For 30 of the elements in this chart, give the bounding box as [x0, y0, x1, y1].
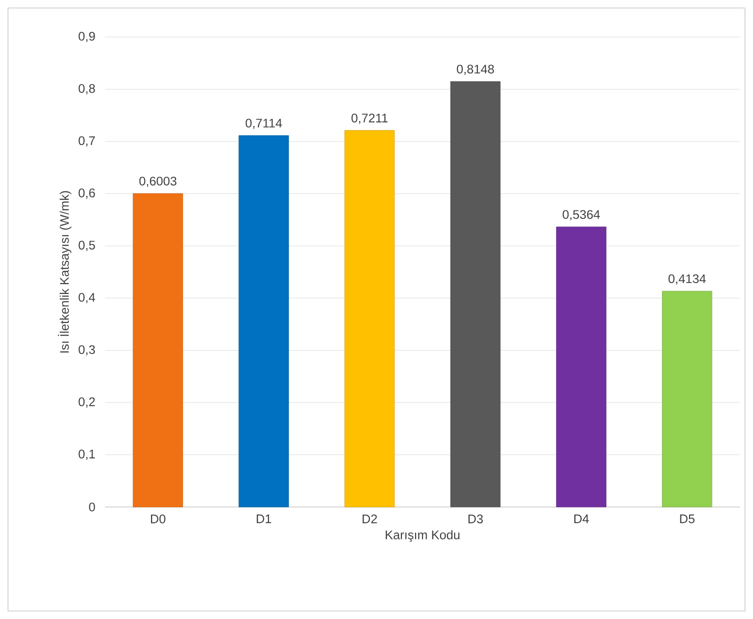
x-tick-label: D2 [362, 514, 377, 524]
y-tick-label: 0,5 [78, 240, 95, 252]
x-tick-label: D1 [256, 514, 272, 524]
x-tick-label: D4 [574, 514, 589, 524]
data-label: 0,4134 [668, 274, 706, 285]
y-tick-label: 0,8 [78, 84, 95, 94]
x-tick-label: D5 [680, 514, 695, 524]
y-tick-label: 0,4 [78, 292, 96, 304]
bar [132, 193, 183, 508]
y-tick-label: 0,3 [78, 345, 95, 356]
y-tick-label: 0,7 [78, 136, 95, 147]
data-label: 0,8148 [456, 64, 494, 75]
x-tick-label: D0 [150, 514, 166, 524]
bar [238, 135, 289, 508]
data-label: 0,7114 [246, 118, 282, 129]
x-tick-label: D3 [468, 514, 483, 524]
y-tick-label: 0 [89, 502, 95, 512]
bar [662, 290, 712, 508]
y-axis-title: Isı İletkenlik Katsayısı (W/mk) [58, 191, 72, 352]
x-axis-title: Karışım Kodu [386, 530, 460, 542]
bar [556, 226, 606, 508]
data-label: 0,6003 [139, 176, 176, 187]
data-label: 0,5364 [562, 210, 600, 220]
data-label: 0,7211 [351, 114, 388, 124]
y-tick-label: 0,6 [78, 188, 95, 199]
y-tick-label: 0,1 [78, 450, 95, 460]
bar [344, 130, 395, 508]
y-tick-label: 0,2 [78, 397, 95, 408]
y-tick-label: 0,9 [78, 32, 95, 42]
bar [450, 81, 500, 508]
